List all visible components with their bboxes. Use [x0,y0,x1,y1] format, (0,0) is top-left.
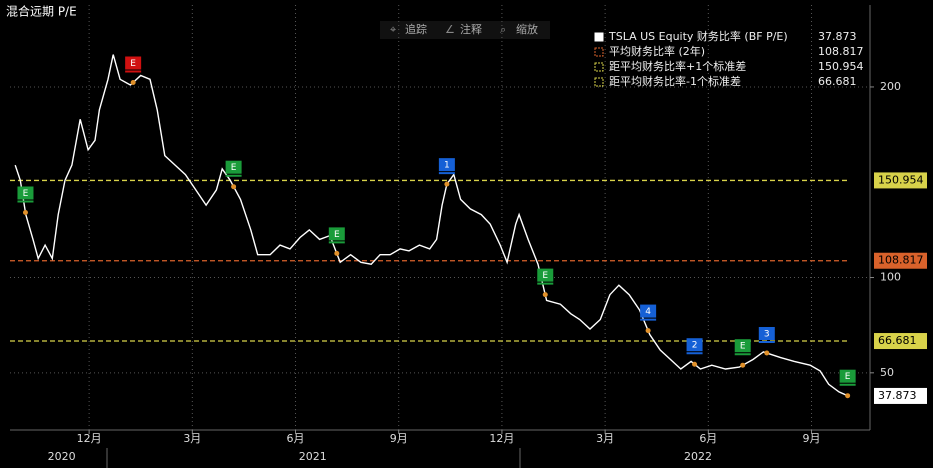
legend [590,28,868,92]
value-tag-label: 37.873 [878,389,917,402]
event-dot [845,393,851,399]
legend-label: TSLA US Equity 财务比率 (BF P/E) [608,29,788,43]
event-dot [22,209,28,215]
toolbar-button[interactable]: 缩放 [516,22,538,36]
event-dot [231,184,237,190]
event-dot [542,292,548,298]
year-label: 2021 [299,450,327,463]
event-dot [334,250,340,256]
year-label: 2022 [684,450,712,463]
legend-value: 66.681 [818,75,857,88]
value-tag [874,172,927,189]
y-tick-label: 200 [880,80,901,93]
toolbar-icon: ⌖ [390,23,396,36]
event-marker [17,186,34,200]
value-tag-label: 108.817 [878,254,924,267]
toolbar-button[interactable]: 注释 [460,22,482,36]
toolbar-icon: ∠ [445,23,455,36]
y-tick-label: 100 [880,271,901,284]
event-label: 4 [645,307,651,317]
x-tick-label: 9月 [390,432,408,445]
y-tick-label: 50 [880,366,894,379]
x-tick-label: 6月 [699,432,717,445]
event-marker [537,268,554,282]
event-label: E [740,342,746,352]
legend-swatch [594,77,604,87]
chart-title: 混合远期 P/E [6,4,77,19]
legend-value: 150.954 [818,60,864,73]
value-tag-label: 66.681 [878,334,917,347]
value-tag [874,333,927,350]
legend-label: 平均财务比率 (2年) [609,44,705,58]
year-label: 2020 [48,450,76,463]
event-label: E [845,372,851,382]
event-label: 3 [764,330,770,340]
event-marker [225,160,242,174]
legend-value: 108.817 [818,45,864,58]
value-tag [874,387,927,404]
value-tag [874,252,927,269]
toolbar-button[interactable]: 追踪 [405,22,427,36]
event-marker [734,339,751,353]
value-tag-label: 150.954 [878,173,924,186]
event-dot [692,361,698,367]
event-marker [438,158,455,172]
x-tick-label: 3月 [596,432,614,445]
legend-value: 37.873 [818,30,857,43]
event-marker [328,227,345,241]
event-label: 2 [692,341,698,351]
event-label: 1 [444,161,450,171]
toolbar-icon: ⌕ [500,23,506,36]
x-tick-label: 12月 [77,432,102,445]
event-marker [839,369,856,383]
x-tick-label: 9月 [803,432,821,445]
event-dot [130,80,136,86]
x-tick-label: 12月 [489,432,514,445]
event-label: E [231,163,237,173]
event-label: E [334,230,340,240]
legend-swatch [594,47,604,57]
legend-label: 距平均财务比率-1个标准差 [609,74,741,88]
x-tick-label: 6月 [287,432,305,445]
series-line [14,54,848,397]
event-marker [125,56,142,70]
toolbar [380,21,550,39]
event-label: E [130,59,136,69]
event-dot [645,328,651,334]
legend-label: 距平均财务比率+1个标准差 [609,59,746,73]
event-dot [444,181,450,187]
event-marker [686,338,703,352]
event-label: E [23,189,29,199]
event-dot [764,350,770,356]
x-tick-label: 3月 [183,432,201,445]
legend-swatch [594,32,604,42]
event-label: E [542,271,548,281]
event-marker [758,327,775,341]
event-marker [640,304,657,318]
legend-swatch [594,62,604,72]
event-dot [740,362,746,368]
